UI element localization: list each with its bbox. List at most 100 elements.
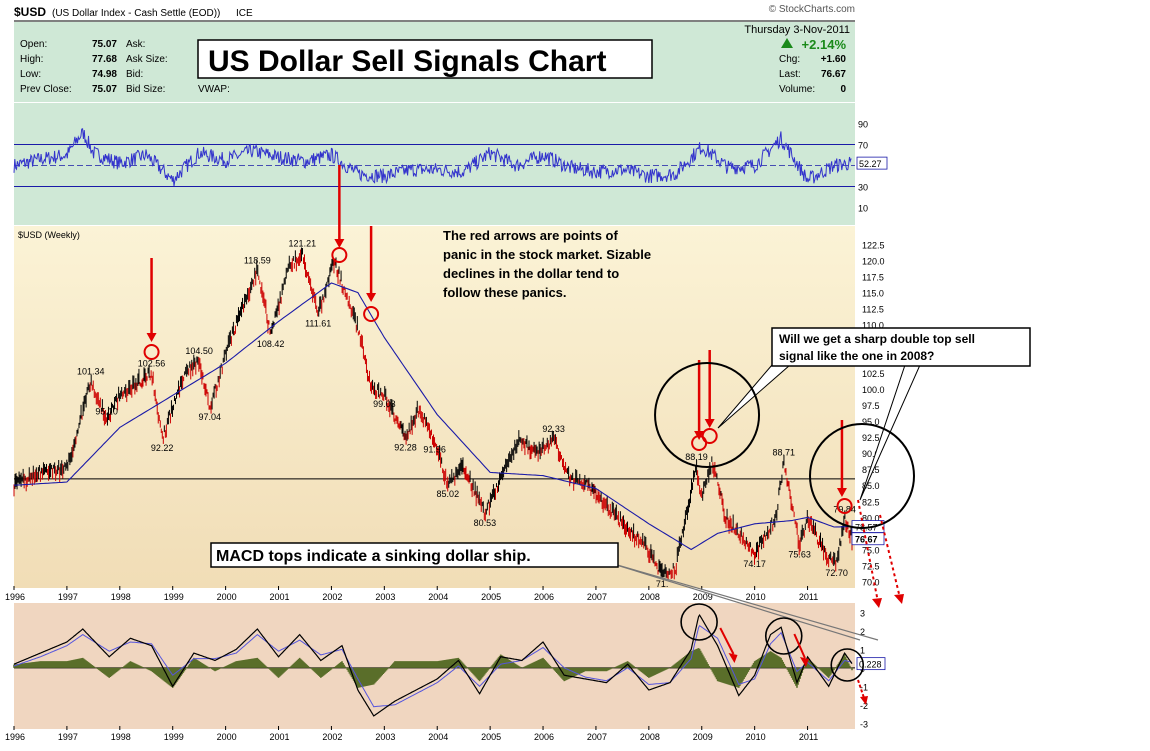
macd-last-value: 0.228	[859, 660, 882, 670]
callout-line: Will we get a sharp double top sell	[779, 332, 975, 346]
note-line: The red arrows are points of	[443, 228, 618, 243]
quote-value: 75.07	[92, 39, 117, 50]
x-tick-label: 2007	[587, 732, 607, 742]
x-tick-label: 2000	[217, 732, 237, 742]
x-tick-label: 2007	[587, 592, 607, 602]
price-data-label: 72.70	[825, 568, 848, 578]
price-data-label: 88.19	[685, 452, 708, 462]
price-data-label: 99.03	[373, 399, 396, 409]
x-tick-label: 2009	[693, 592, 713, 602]
projection-arrow	[879, 514, 901, 599]
price-tick-label: 82.5	[862, 497, 880, 507]
price-data-label: 97.04	[198, 412, 221, 422]
rsi-line	[13, 128, 852, 186]
x-axis-top: 1996 1997 1998 1999 2000 2001 2002 2003 2004 2005…	[5, 586, 818, 602]
quote-value: 75.07	[92, 84, 117, 95]
red-circle	[143, 344, 160, 360]
price-data-label: 108.42	[257, 339, 285, 349]
red-arrowhead	[836, 488, 847, 497]
x-tick-label: 1999	[164, 592, 184, 602]
price-data-label: 85.02	[437, 489, 460, 499]
macd-tick-label: 2	[860, 627, 865, 637]
x-tick-label: 2006	[534, 592, 554, 602]
macd-black-circle	[830, 648, 865, 682]
price-data-label: 71.	[656, 579, 669, 589]
x-tick-label: 2005	[481, 732, 501, 742]
x-tick-label: 1998	[111, 592, 131, 602]
red-arrowhead	[704, 419, 715, 428]
red-arrows-note: The red arrows are points of panic in th…	[443, 228, 651, 300]
quote-label: Chg:	[779, 54, 800, 65]
symbol-description: (US Dollar Index - Cash Settle (EOD))	[52, 8, 220, 19]
price-tick-label: 92.5	[862, 433, 880, 443]
macd-tick-label: -3	[860, 719, 868, 729]
macd-group: 3210-1-2-30.228	[13, 608, 886, 729]
note-line: declines in the dollar tend to	[443, 266, 619, 281]
macd-red-arrow	[793, 633, 806, 659]
x-tick-label: 2002	[322, 592, 342, 602]
callout-line: signal like the one in 2008?	[779, 349, 934, 363]
change-percent: +2.14%	[802, 37, 847, 52]
red-arrowhead	[872, 598, 882, 608]
price-tick-label: 112.5	[862, 305, 884, 315]
x-tick-label: 2010	[746, 592, 766, 602]
price-data-label: 80.53	[474, 518, 497, 528]
x-tick-label: 2003	[375, 592, 395, 602]
red-arrowhead	[334, 239, 345, 248]
x-tick-label: 2001	[270, 732, 290, 742]
x-tick-label: 1996	[5, 732, 25, 742]
quote-label: Bid:	[126, 69, 143, 80]
series-label: $USD (Weekly)	[18, 230, 80, 240]
exchange: ICE	[236, 8, 253, 19]
callout-box	[210, 542, 619, 568]
source-credit: © StockCharts.com	[769, 4, 855, 15]
red-arrowhead	[366, 293, 377, 302]
quote-label: High:	[20, 54, 43, 65]
symbol: $USD	[14, 5, 46, 19]
x-tick-label: 2005	[481, 592, 501, 602]
price-data-label: 92.22	[151, 443, 174, 453]
up-triangle-icon	[781, 38, 793, 48]
macd-projection-arrow	[857, 679, 865, 699]
price-data-label: 91.96	[423, 445, 446, 455]
x-tick-label: 1997	[58, 592, 78, 602]
red-circle	[701, 428, 718, 444]
rsi-last-value-box	[856, 156, 888, 170]
x-tick-label: 2008	[640, 592, 660, 602]
x-tick-label: 2003	[375, 732, 395, 742]
red-arrowhead	[799, 657, 809, 667]
price-tick-label: 85.0	[862, 481, 880, 491]
price-data-label: 102.56	[138, 358, 166, 368]
x-tick-label: 2009	[693, 732, 713, 742]
price-data-label: 74.17	[743, 559, 766, 569]
price-tick-label: 75.0	[862, 545, 880, 555]
note-line: panic in the stock market. Sizable	[443, 247, 651, 262]
x-tick-label: 1996	[5, 592, 25, 602]
quote-label: VWAP:	[198, 84, 230, 95]
quote-value: 0	[840, 84, 846, 95]
macd-tick-label: 3	[860, 608, 865, 618]
x-tick-label: 2010	[746, 732, 766, 742]
price-tick-label: 70.0	[862, 578, 880, 588]
price-tick-label: 115.0	[862, 289, 884, 299]
x-tick-label: 2002	[322, 732, 342, 742]
black-circle	[654, 362, 761, 468]
price-data-label: 75.63	[788, 549, 811, 559]
macd-tick-label: -1	[860, 682, 868, 692]
price-tick-label: 102.5	[862, 369, 885, 379]
red-arrowhead	[894, 594, 904, 604]
price-data-label: 118.59	[244, 256, 271, 266]
x-tick-label: 2004	[428, 732, 448, 742]
rsi-tick-label: 70	[858, 141, 868, 151]
projection-arrow	[857, 499, 879, 603]
callout-box	[771, 327, 1031, 367]
quote-label: Open:	[20, 39, 47, 50]
quote-date: Thursday 3-Nov-2011	[744, 24, 850, 36]
macd-red-arrow	[719, 627, 735, 655]
quote-label: Low:	[20, 69, 41, 80]
macd-tick-label: -2	[860, 701, 868, 711]
quote-value: 76.67	[821, 69, 846, 80]
price-tick-label: 122.5	[862, 240, 885, 250]
